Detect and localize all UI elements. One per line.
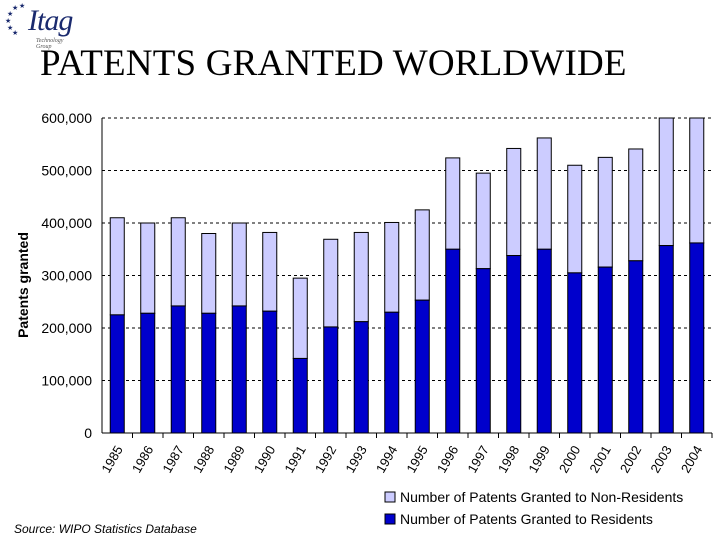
svg-text:★: ★ xyxy=(19,2,25,10)
x-tick-label: 1986 xyxy=(129,443,156,476)
x-tick-label: 1992 xyxy=(312,443,339,476)
x-tick-label: 1993 xyxy=(342,443,369,476)
brand-logo: ★ ★ ★ ★ ★ ★ Itag Technology Group xyxy=(2,2,78,50)
bar-residents xyxy=(262,310,278,434)
bar-non-residents xyxy=(262,231,278,312)
bar-non-residents xyxy=(689,117,705,244)
stars-logo-icon: ★ ★ ★ ★ ★ ★ xyxy=(5,2,25,37)
x-tick-label: 1985 xyxy=(98,443,125,476)
bar-residents xyxy=(506,255,522,434)
bar-residents xyxy=(323,326,339,434)
bar-non-residents xyxy=(628,148,644,262)
svg-text:★: ★ xyxy=(12,29,18,37)
bar-residents xyxy=(445,248,461,434)
svg-text:★: ★ xyxy=(7,24,13,32)
bar-non-residents xyxy=(353,231,369,323)
bar-residents xyxy=(536,248,552,434)
bar-non-residents xyxy=(475,172,491,270)
bar-residents xyxy=(384,311,400,434)
bar-non-residents xyxy=(201,233,217,314)
page-title: PATENTS GRANTED WORLDWIDE xyxy=(40,43,627,84)
chart-bars xyxy=(109,117,705,434)
bar-non-residents xyxy=(140,222,156,314)
bar-non-residents xyxy=(506,147,522,257)
bar-non-residents xyxy=(292,277,308,359)
legend-swatch xyxy=(384,513,396,525)
bar-residents xyxy=(689,242,705,434)
y-tick-label: 100,000 xyxy=(41,373,92,389)
bar-non-residents xyxy=(658,117,674,247)
legend-label: Number of Patents Granted to Residents xyxy=(400,511,653,527)
x-tick-label: 1997 xyxy=(464,443,491,476)
source-note: Source: WIPO Statistics Database xyxy=(14,522,197,536)
logo-subtext: Technology Group xyxy=(36,38,64,50)
bar-non-residents xyxy=(597,156,613,268)
y-tick-label: 400,000 xyxy=(41,215,92,231)
bar-non-residents xyxy=(109,217,125,316)
bar-residents xyxy=(109,314,125,434)
chart-axes xyxy=(101,118,713,438)
x-tick-label: 2001 xyxy=(586,443,613,476)
bar-residents xyxy=(658,245,674,434)
chart-gridlines xyxy=(102,117,712,381)
bar-non-residents xyxy=(414,209,430,301)
x-tick-labels: 1985 1986 1987 1988 1989 1990 1991 1992 1993 1994… xyxy=(98,443,705,476)
x-tick-label: 1995 xyxy=(403,443,430,476)
y-tick-labels: 0 100,000 200,000 300,000 400,000 500,000 600,… xyxy=(41,110,92,441)
bar-residents xyxy=(231,305,247,434)
bar-residents xyxy=(140,312,156,434)
x-tick-label: 1999 xyxy=(525,443,552,476)
bar-non-residents xyxy=(567,164,583,274)
y-tick-label: 0 xyxy=(84,425,92,441)
y-tick-label: 300,000 xyxy=(41,268,92,284)
svg-text:★: ★ xyxy=(7,10,13,18)
bar-non-residents xyxy=(231,222,247,307)
x-tick-label: 2002 xyxy=(617,443,644,476)
bar-non-residents xyxy=(170,217,186,307)
x-tick-label: 1990 xyxy=(251,443,278,476)
x-tick-label: 1991 xyxy=(281,443,308,476)
bar-residents xyxy=(353,321,369,434)
bar-residents xyxy=(567,272,583,434)
x-tick-label: 2004 xyxy=(678,443,705,476)
bar-non-residents xyxy=(323,238,339,328)
y-tick-label: 200,000 xyxy=(41,320,92,336)
logo-wordmark: Itag xyxy=(28,4,73,37)
bar-residents xyxy=(597,266,613,434)
bar-non-residents xyxy=(445,157,461,250)
x-tick-label: 1994 xyxy=(373,443,400,476)
legend-swatch xyxy=(384,491,396,503)
bar-non-residents xyxy=(384,221,400,313)
bar-residents xyxy=(170,305,186,434)
svg-text:★: ★ xyxy=(12,4,18,12)
bar-residents xyxy=(201,312,217,434)
x-tick-label: 2003 xyxy=(647,443,674,476)
bar-residents xyxy=(292,357,308,434)
x-tick-label: 1998 xyxy=(495,443,522,476)
y-tick-label: 600,000 xyxy=(41,110,92,126)
x-tick-label: 1988 xyxy=(190,443,217,476)
bar-non-residents xyxy=(536,137,552,250)
bar-residents xyxy=(414,299,430,434)
bar-residents xyxy=(628,260,644,434)
x-tick-label: 2000 xyxy=(556,443,583,476)
bar-residents xyxy=(475,268,491,434)
legend-label: Number of Patents Granted to Non-Residen… xyxy=(400,489,683,505)
x-tick-label: 1987 xyxy=(159,443,186,476)
chart-legend: Number of Patents Granted to Non-Residen… xyxy=(384,489,683,527)
y-tick-label: 500,000 xyxy=(41,163,92,179)
x-tick-label: 1989 xyxy=(220,443,247,476)
x-tick-label: 1996 xyxy=(434,443,461,476)
svg-text:★: ★ xyxy=(5,17,11,25)
y-axis-label: Patents granted xyxy=(15,232,31,338)
